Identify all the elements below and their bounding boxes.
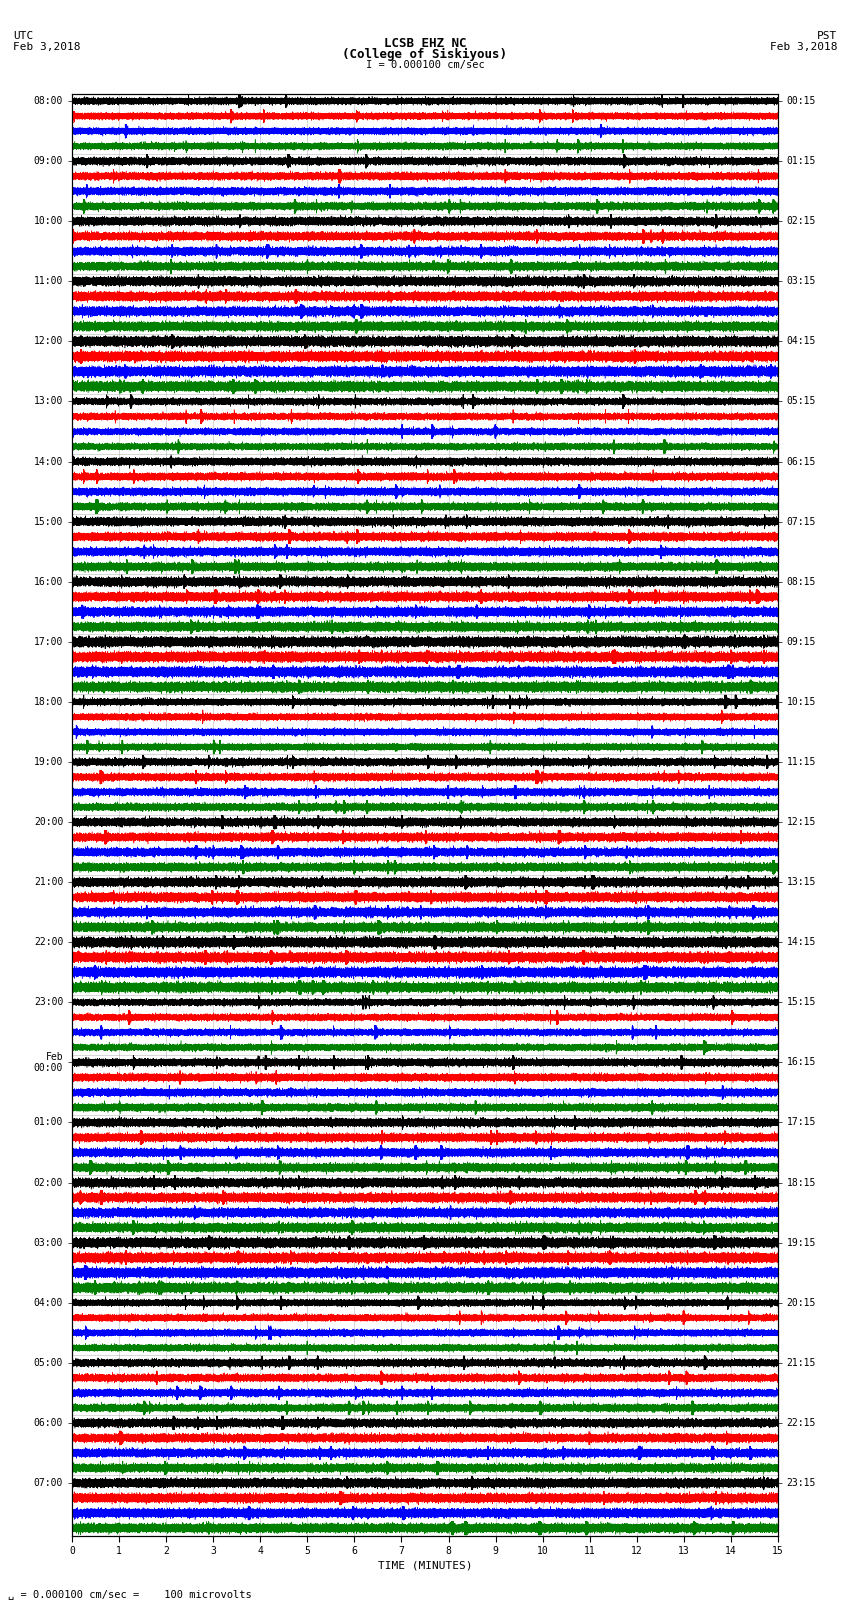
Text: Feb 3,2018: Feb 3,2018 xyxy=(13,42,80,52)
Text: PST: PST xyxy=(817,31,837,40)
Text: (College of Siskiyous): (College of Siskiyous) xyxy=(343,48,507,61)
Text: UTC: UTC xyxy=(13,31,33,40)
Text: LCSB EHZ NC: LCSB EHZ NC xyxy=(383,37,467,50)
Text: ␣ = 0.000100 cm/sec =    100 microvolts: ␣ = 0.000100 cm/sec = 100 microvolts xyxy=(8,1590,252,1600)
X-axis label: TIME (MINUTES): TIME (MINUTES) xyxy=(377,1560,473,1569)
Text: I = 0.000100 cm/sec: I = 0.000100 cm/sec xyxy=(366,60,484,69)
Text: Feb 3,2018: Feb 3,2018 xyxy=(770,42,837,52)
